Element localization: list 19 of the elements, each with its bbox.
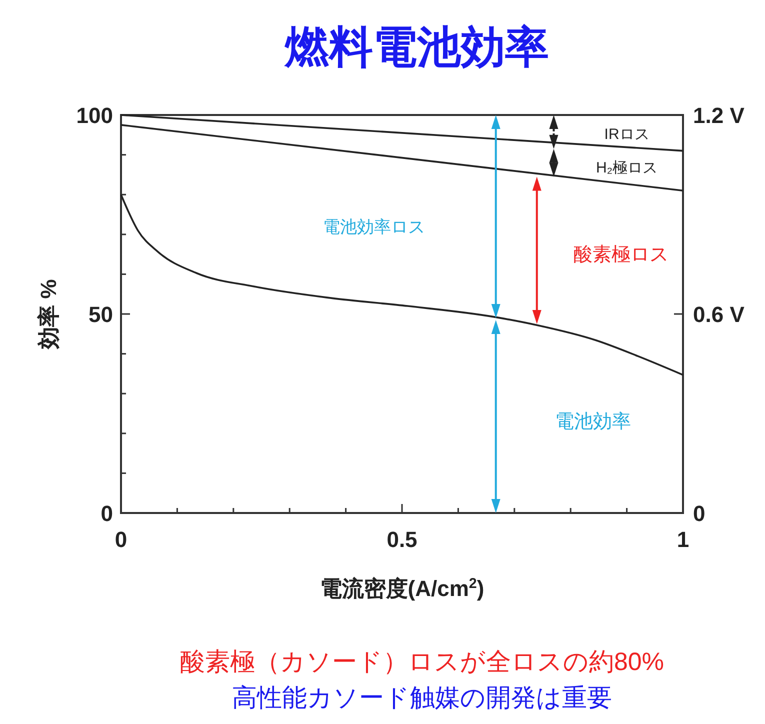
x-axis-title: 電流密度(A/cm$^{2}$)	[320, 576, 484, 601]
chart-title: 燃料電池効率	[283, 23, 549, 72]
x-tick-label: 1	[676, 527, 690, 552]
y2-tick-label: 0.6 V	[693, 302, 745, 327]
annotation: 電池効率ロス	[322, 217, 425, 236]
text: 高性能カソード触媒の開発は重要	[232, 684, 612, 712]
line-series	[120, 194, 684, 376]
x-tick-label: 0.5	[386, 527, 418, 552]
y-axis-title: 効率 %	[36, 279, 61, 350]
y-tick-label: 50	[88, 302, 113, 327]
y2-tick-label: 0	[693, 501, 706, 526]
annotation: 酸素極ロス	[574, 244, 669, 266]
y-tick-label: 100	[76, 103, 113, 128]
y-tick-label: 0	[100, 501, 113, 526]
y2-tick-label: 1.2 V	[693, 103, 745, 128]
text: 酸素極（カソード）ロスが全ロスの約80%	[180, 648, 664, 676]
annotation: IRロス	[604, 126, 650, 143]
annotation: H₂極ロス	[596, 160, 658, 177]
annotation: 電池効率	[555, 410, 632, 432]
